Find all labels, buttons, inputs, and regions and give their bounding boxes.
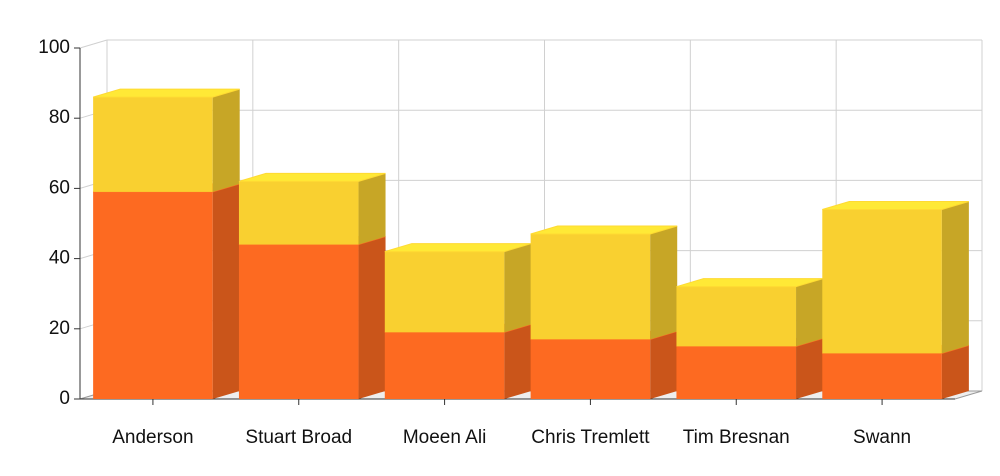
bar [530, 339, 651, 399]
y-tick-label: 40 [49, 248, 70, 269]
x-tick-label: Swann [853, 427, 911, 448]
bar-side [504, 324, 532, 399]
x-tick-label: Moeen Ali [403, 427, 486, 448]
bar [676, 286, 797, 347]
bar-side [358, 236, 386, 399]
bar-side [358, 173, 386, 245]
grid-line-side [79, 39, 108, 49]
bar-side [796, 338, 824, 399]
y-tick-label: 20 [49, 318, 70, 339]
bar [238, 181, 359, 245]
bar-side [504, 243, 532, 333]
bar-side [941, 201, 969, 354]
bar-top [238, 172, 386, 182]
bar [530, 234, 651, 340]
bar-top [676, 278, 824, 288]
x-tick-label: Chris Tremlett [531, 427, 650, 448]
bar-side [941, 345, 969, 399]
y-tick-label: 80 [49, 107, 70, 128]
y-tick-label: 100 [38, 37, 70, 58]
bar [822, 209, 942, 354]
bar-side [650, 226, 678, 340]
bar-side [212, 89, 240, 192]
bar-side [650, 331, 678, 399]
bar-side [212, 183, 240, 399]
bar [93, 97, 213, 192]
bar-top [384, 243, 532, 253]
x-tick-label: Tim Bresnan [683, 427, 790, 448]
y-tick-label: 60 [49, 177, 70, 198]
bar [93, 191, 213, 399]
x-tick-label: Stuart Broad [245, 427, 352, 448]
x-tick-label: Anderson [112, 427, 193, 448]
bar-top [822, 200, 970, 210]
bar-top [530, 225, 678, 235]
bar [384, 251, 505, 333]
bar [676, 346, 797, 399]
bar [384, 332, 505, 399]
bar-top [92, 88, 240, 98]
y-tick-label: 0 [59, 388, 70, 409]
bar-side [796, 278, 824, 347]
bar [822, 353, 942, 399]
bar [238, 244, 359, 399]
